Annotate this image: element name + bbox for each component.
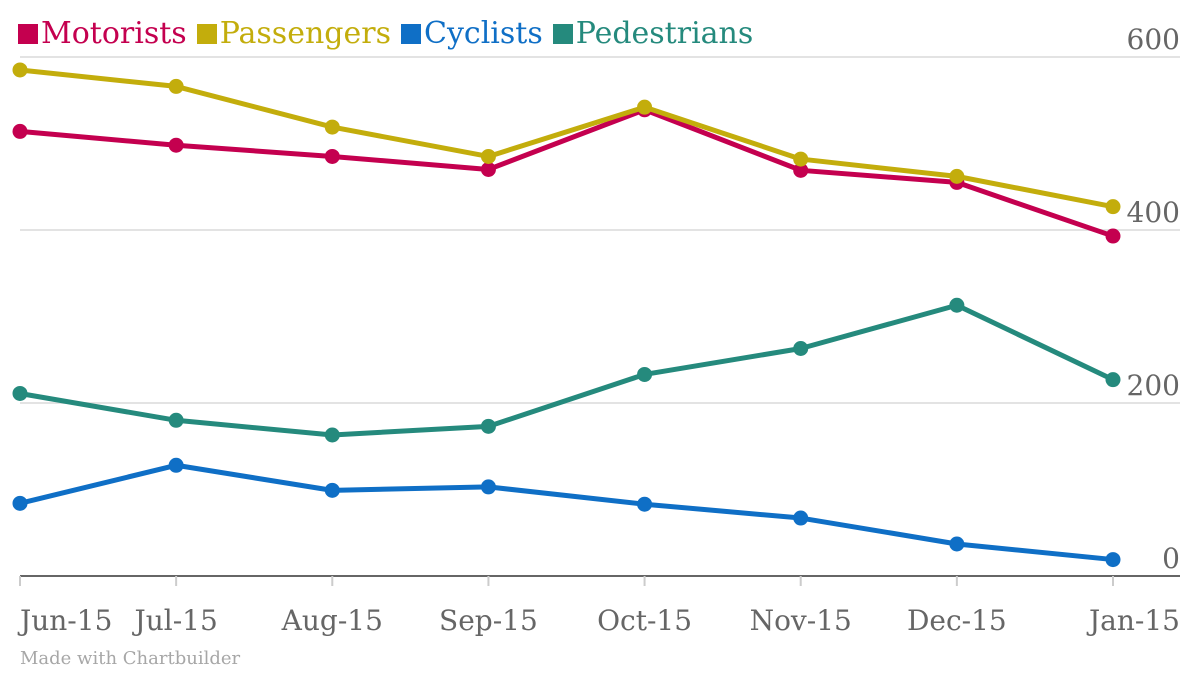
y-axis-ticks: 0 200 400 600 [1127,23,1180,575]
x-tick-label: Oct-15 [597,604,692,637]
chart-credit: Made with Chartbuilder [20,648,241,669]
legend-item-pedestrians: Pedestrians [552,14,754,54]
grid-lines [20,56,1180,404]
x-tick-label: Nov-15 [750,604,852,637]
x-tick-label: Jun-15 [17,604,112,637]
data-point-cyclists [168,457,184,473]
x-tick-label: Jul-15 [131,604,217,637]
series-line-motorists [17,107,1116,239]
legend-item-passengers: Passengers [196,14,391,54]
data-point-cyclists [949,536,965,552]
legend: Motorists Passengers Cyclists Pedestrians [18,14,753,54]
data-point-pedestrians [324,427,340,443]
series-group [12,62,1121,568]
legend-label: Motorists [41,16,187,51]
data-point-cyclists [1105,552,1121,568]
x-tick-label: Jan-15 [1086,604,1180,637]
data-point-passengers [480,148,496,164]
legend-swatch [400,24,421,44]
data-point-pedestrians [949,297,965,313]
data-point-motorists [12,123,28,139]
data-point-cyclists [324,482,340,498]
series-line-passengers [17,67,1116,210]
data-point-cyclists [793,510,809,526]
data-point-motorists [168,137,184,153]
series-line-cyclists [17,462,1116,563]
data-point-pedestrians [637,366,653,382]
data-point-pedestrians [793,341,809,357]
x-axis: Jun-15 Jul-15 Aug-15 Sep-15 Oct-15 Nov-15 Dec-… [17,575,1180,637]
legend-label: Pedestrians [575,16,754,51]
y-tick-label: 600 [1127,23,1180,56]
data-point-pedestrians [480,418,496,434]
data-point-motorists [793,162,809,178]
data-point-passengers [949,168,965,184]
y-tick-label: 0 [1162,542,1180,575]
data-point-passengers [1105,199,1121,215]
data-point-cyclists [480,479,496,495]
legend-swatch [552,24,573,44]
data-point-motorists [1105,228,1121,244]
data-point-pedestrians [168,412,184,428]
legend-item-cyclists: Cyclists [400,14,543,54]
series-line-pedestrians [17,302,1116,438]
y-tick-label: 200 [1127,369,1180,402]
data-point-motorists [324,148,340,164]
x-tick-label: Sep-15 [439,604,538,637]
data-point-cyclists [637,496,653,512]
legend-swatch [18,24,38,44]
data-point-passengers [793,151,809,167]
legend-label: Passengers [219,16,391,51]
data-point-cyclists [12,495,28,511]
x-tick-label: Aug-15 [281,604,383,637]
legend-label: Cyclists [423,16,543,51]
x-tick-label: Dec-15 [907,604,1007,637]
y-tick-label: 400 [1127,196,1180,229]
data-point-pedestrians [12,385,28,401]
data-point-motorists [480,161,496,177]
data-point-passengers [168,78,184,94]
data-point-passengers [637,99,653,115]
legend-swatch [196,24,217,44]
legend-item-motorists: Motorists [18,14,187,54]
data-point-passengers [324,119,340,135]
data-point-passengers [12,62,28,78]
data-point-pedestrians [1105,372,1121,388]
